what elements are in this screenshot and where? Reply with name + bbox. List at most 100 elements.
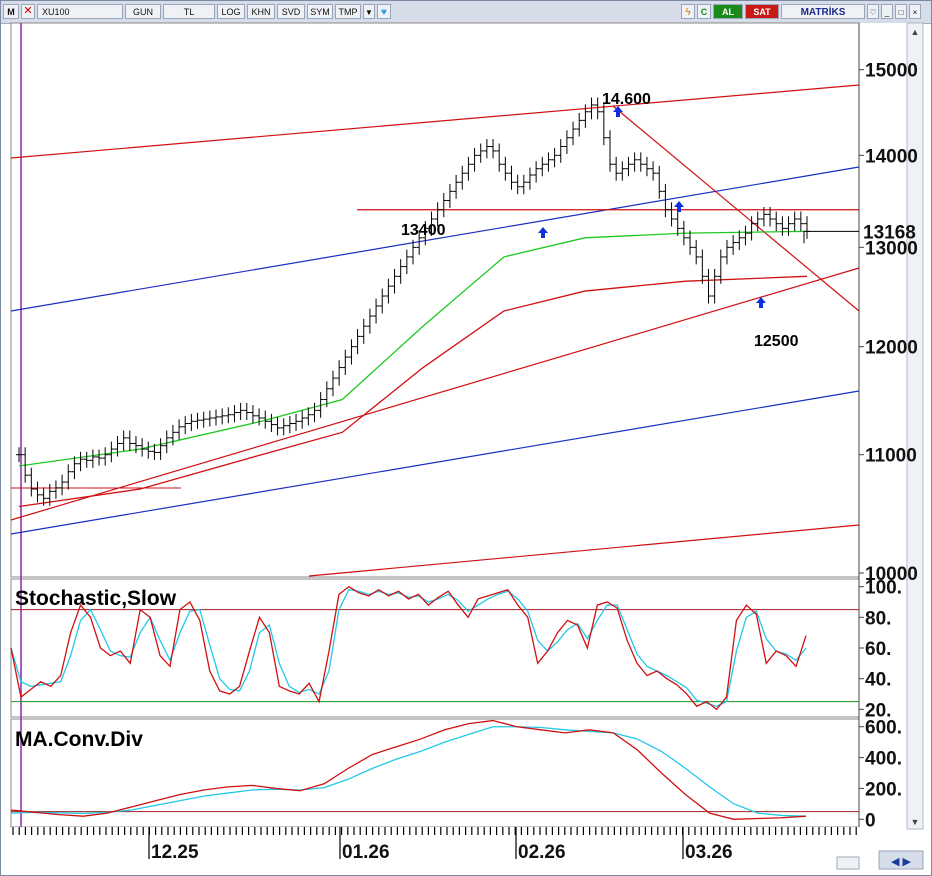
- ohlc-bar: [453, 174, 460, 199]
- ohlc-bar: [637, 152, 644, 172]
- ohlc-bar: [723, 239, 730, 265]
- stoch-tick-label: 80.: [865, 608, 891, 629]
- stoch-tick-label: 40.: [865, 670, 891, 691]
- ohlc-bar: [576, 112, 583, 137]
- buy-button[interactable]: AL: [713, 4, 743, 19]
- ohlc-bar: [760, 206, 767, 227]
- flash-icon[interactable]: ϟ: [681, 4, 695, 19]
- price-panel: [10, 22, 860, 578]
- svd-button[interactable]: SVD: [277, 4, 305, 19]
- ohlc-bar: [631, 152, 638, 172]
- ohlc-bar: [619, 161, 626, 181]
- ohlc-bar: [680, 220, 687, 246]
- close-icon[interactable]: ✕: [21, 4, 35, 19]
- macd-title: MA.Conv.Div: [15, 728, 143, 751]
- ohlc-bar: [545, 152, 552, 172]
- ohlc-bar: [249, 405, 256, 424]
- price-tick-label: 13000: [865, 238, 918, 259]
- ohlc-bar: [163, 430, 170, 454]
- ohlc-bar: [71, 456, 78, 480]
- up-arrow-marker: [674, 201, 684, 212]
- ohlc-bar: [594, 97, 601, 120]
- log-button[interactable]: LOG: [217, 4, 245, 19]
- scroll-down-icon: ▼: [911, 817, 920, 827]
- brand-label: MATRİKS: [781, 4, 865, 19]
- ohlc-bar: [262, 410, 269, 429]
- stoch-k-line: [10, 585, 807, 711]
- ohlc-bar: [317, 392, 324, 418]
- ohlc-bar: [797, 211, 804, 232]
- x-tick-label: 03.26: [685, 842, 733, 863]
- ohlc-bar: [243, 402, 250, 421]
- stoch-tick-label: 100.: [865, 578, 902, 599]
- ohlc-bar: [748, 216, 755, 241]
- ohlc-bar: [379, 288, 386, 314]
- toolbar: M ✕ XU100 GUN TL LOG KHN SVD SYM TMP ▼ ♥…: [1, 1, 931, 24]
- ohlc-bar: [213, 409, 219, 426]
- ohlc-bar: [108, 441, 115, 463]
- ohlc-bar: [360, 318, 367, 344]
- stochastic-title: Stochastic,Slow: [15, 587, 177, 610]
- x-tick-label: 12.25: [151, 842, 199, 863]
- ohlc-bar: [496, 143, 503, 172]
- ohlc-bar: [176, 419, 183, 440]
- ohlc-bar: [434, 202, 441, 227]
- ohlc-bar: [169, 424, 176, 446]
- c-button[interactable]: C: [697, 4, 711, 19]
- nav-buttons[interactable]: [878, 850, 924, 870]
- ohlc-bar: [102, 447, 109, 466]
- ohlc-bar: [397, 259, 404, 284]
- h-scroll-button[interactable]: [836, 856, 860, 870]
- ohlc-bar: [145, 441, 152, 459]
- ohlc-bar: [588, 97, 595, 120]
- ohlc-bar: [416, 230, 423, 255]
- ohlc-bar: [563, 130, 570, 154]
- ohlc-bar: [736, 230, 743, 251]
- dropdown-icon[interactable]: ▼: [363, 4, 375, 19]
- ohlc-bar: [77, 451, 84, 472]
- ohlc-bar: [613, 156, 620, 181]
- ohlc-bar: [465, 156, 472, 181]
- sym-button[interactable]: SYM: [307, 4, 333, 19]
- ohlc-bar: [410, 239, 416, 265]
- ohlc-bar: [286, 416, 293, 434]
- minimize-icon[interactable]: _: [881, 4, 893, 19]
- ohlc-bar: [22, 447, 29, 483]
- vertical-scrollbar[interactable]: [906, 22, 924, 830]
- ohlc-bar: [200, 411, 207, 428]
- ohlc-bar: [114, 436, 121, 457]
- resistance-trendline: [612, 105, 860, 312]
- ohlc-bar: [34, 481, 41, 503]
- ohlc-bar: [268, 413, 275, 433]
- twitter-icon[interactable]: ♥: [377, 4, 391, 19]
- ohlc-bar: [508, 165, 515, 190]
- annotation-12500: 12500: [754, 333, 799, 350]
- maximize-icon[interactable]: □: [895, 4, 907, 19]
- ohlc-bar: [323, 381, 330, 407]
- ohlc-bar: [151, 443, 158, 460]
- symbol-field[interactable]: XU100: [37, 4, 123, 19]
- ohlc-bar: [779, 216, 786, 236]
- scroll-up-icon: ▲: [911, 27, 920, 37]
- tmp-button[interactable]: TMP: [335, 4, 361, 19]
- ohlc-bar: [342, 349, 349, 376]
- currency-button[interactable]: TL: [163, 4, 215, 19]
- price-tick-label: 11000: [865, 446, 917, 467]
- ohlc-bar: [157, 438, 164, 460]
- ohlc-bar: [366, 308, 373, 334]
- period-button[interactable]: GUN: [125, 4, 161, 19]
- khn-button[interactable]: KHN: [247, 4, 275, 19]
- sell-button[interactable]: SAT: [745, 4, 779, 19]
- ohlc-bar: [526, 167, 533, 190]
- annotation-13400: 13400: [401, 222, 446, 239]
- ohlc-bar: [126, 430, 133, 451]
- bottom-channel-line: [308, 524, 860, 577]
- ohlc-bar: [83, 451, 90, 468]
- heart-icon[interactable]: ♡: [867, 4, 879, 19]
- ohlc-bar: [256, 408, 263, 426]
- ohlc-bar: [403, 249, 410, 275]
- window-close-icon[interactable]: ×: [909, 4, 921, 19]
- ohlc-bar: [354, 328, 361, 355]
- ohlc-bar: [570, 121, 577, 146]
